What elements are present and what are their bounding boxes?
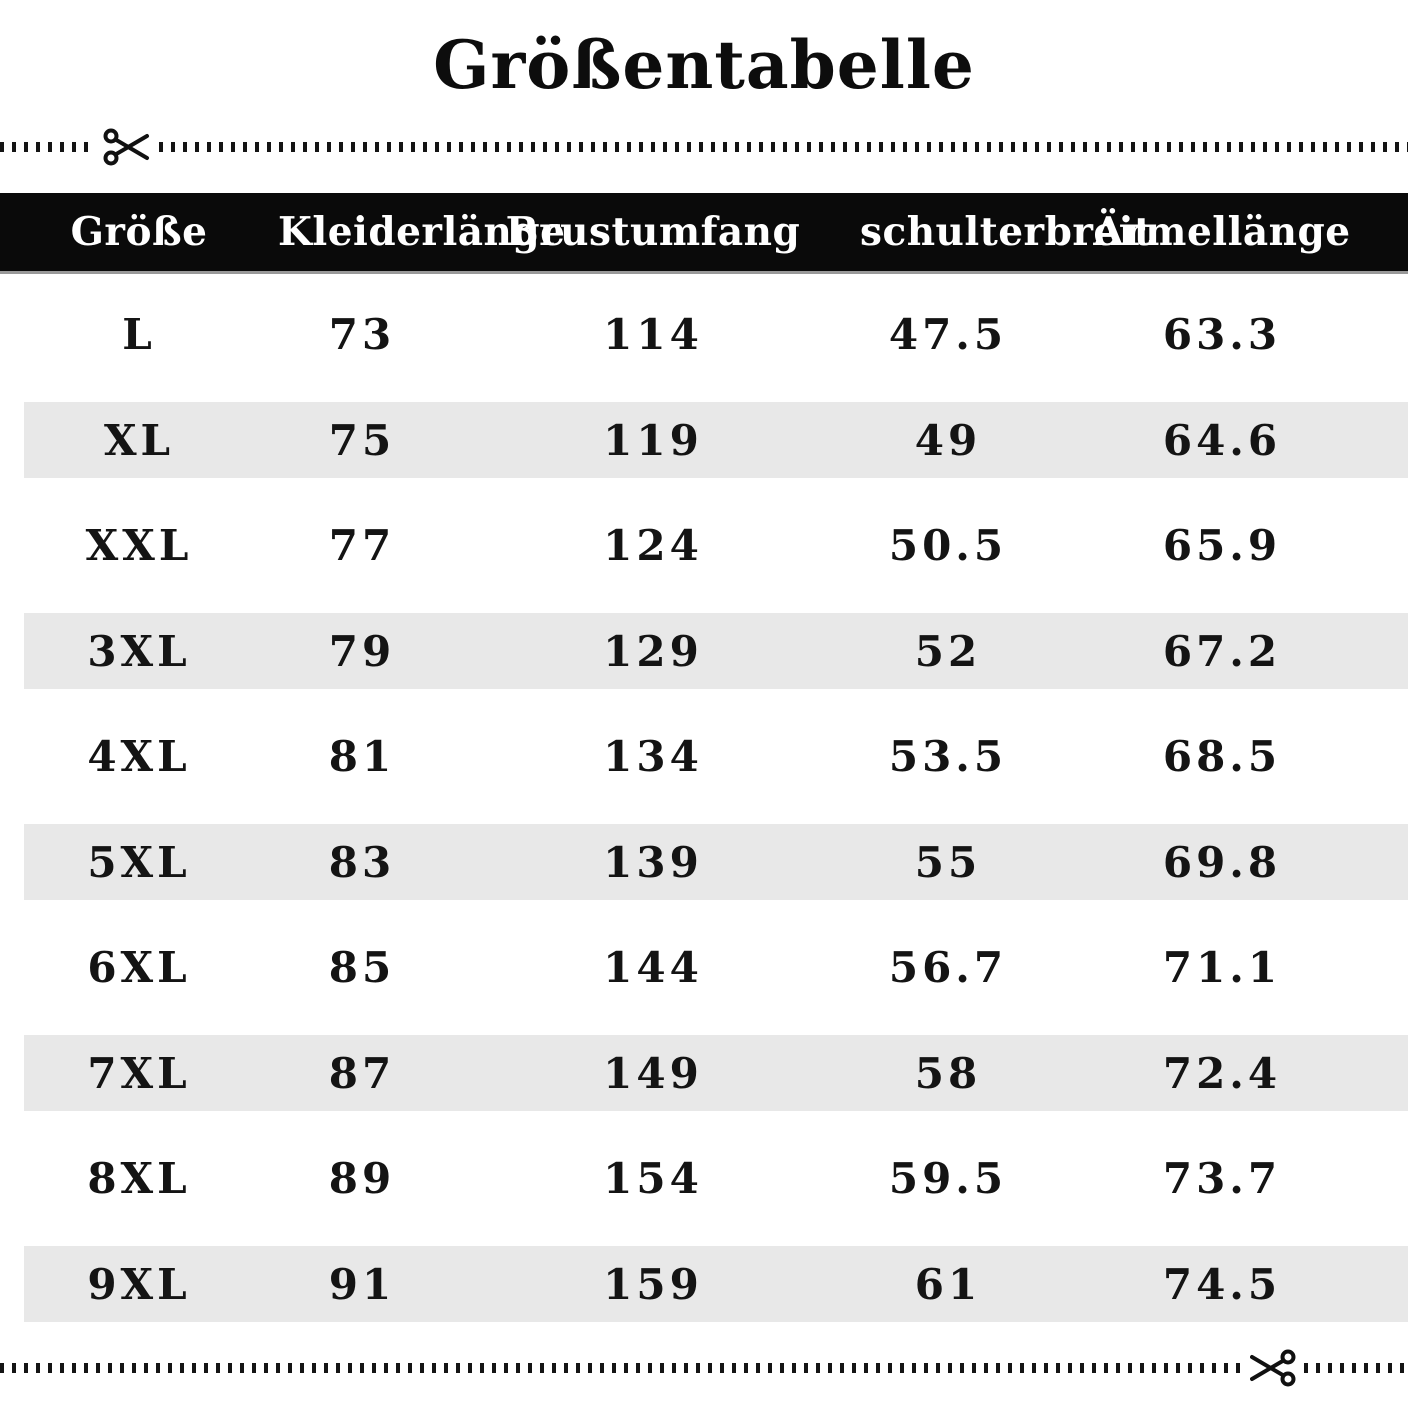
measurement-cell: 119 [603,415,703,465]
measurement-cell: 47.5 [888,310,1008,360]
table-row: 8XL 89 154 59.5 73.7 [0,1126,1408,1232]
size-label-cell: 9XL [87,1259,191,1309]
size-label-cell: 6XL [87,943,191,993]
size-label-cell: XL [103,415,175,465]
measurement-cell: 91 [328,1259,396,1309]
size-label-cell: 7XL [87,1048,191,1098]
measurement-cell: 71.1 [1162,943,1282,993]
measurement-cell: 139 [603,837,703,887]
measurement-cell: 59.5 [888,1154,1008,1204]
size-table-header: Größe Kleiderlänge Brustumfang schulterb… [0,193,1408,274]
measurement-cell: 67.2 [1162,626,1282,676]
measurement-cell: 69.8 [1162,837,1282,887]
scissors-icon [1248,1348,1296,1388]
size-label-cell: 5XL [87,837,191,887]
measurement-cell: 81 [328,732,396,782]
table-row: 7XL 87 149 58 72.4 [0,1020,1408,1126]
measurement-cell: 149 [603,1048,703,1098]
measurement-cell: 53.5 [888,732,1008,782]
measurement-cell: 83 [328,837,396,887]
measurement-cell: 75 [328,415,396,465]
measurement-cell: 159 [603,1259,703,1309]
table-row: 4XL 81 134 53.5 68.5 [0,704,1408,810]
size-label-cell: XXL [85,521,193,571]
page-title: Größentabelle [433,26,975,104]
measurement-cell: 61 [914,1259,982,1309]
cutline-bottom [0,1344,1408,1392]
measurement-cell: 124 [603,521,703,571]
measurement-cell: 144 [603,943,703,993]
measurement-cell: 49 [914,415,982,465]
measurement-cell: 63.3 [1162,310,1282,360]
dotted-line-segment [0,1363,1240,1373]
dotted-line-segment [0,142,95,152]
measurement-cell: 74.5 [1162,1259,1282,1309]
measurement-cell: 58 [914,1048,982,1098]
column-header-aermellaenge: Ärmellänge [1093,209,1351,255]
table-row: XL 75 119 49 64.6 [0,387,1408,493]
measurement-cell: 73 [328,310,396,360]
measurement-cell: 79 [328,626,396,676]
measurement-cell: 134 [603,732,703,782]
measurement-cell: 73.7 [1162,1154,1282,1204]
measurement-cell: 56.7 [888,943,1008,993]
size-label-cell: 4XL [87,732,191,782]
measurement-cell: 55 [914,837,982,887]
measurement-cell: 129 [603,626,703,676]
dotted-line-segment [159,142,1408,152]
measurement-cell: 50.5 [888,521,1008,571]
measurement-cell: 85 [328,943,396,993]
size-label-cell: 3XL [87,626,191,676]
measurement-cell: 154 [603,1154,703,1204]
measurement-cell: 72.4 [1162,1048,1282,1098]
table-row: 5XL 83 139 55 69.8 [0,809,1408,915]
column-header-brustumfang: Brustumfang [505,209,801,255]
measurement-cell: 64.6 [1162,415,1282,465]
measurement-cell: 77 [328,521,396,571]
measurement-cell: 52 [914,626,982,676]
cutline-top [0,123,1408,171]
column-header-groesse: Größe [70,209,208,255]
table-row: 9XL 91 159 61 74.5 [0,1231,1408,1337]
column-header-schulterbreit: schulterbreit [860,209,1153,255]
scissors-icon [103,127,151,167]
measurement-cell: 89 [328,1154,396,1204]
table-row: 3XL 79 129 52 67.2 [0,598,1408,704]
table-row: 6XL 85 144 56.7 71.1 [0,915,1408,1021]
size-label-cell: 8XL [87,1154,191,1204]
size-table-body: L 73 114 47.5 63.3 XL 75 119 49 64.6 XXL 77 124 50.5 6… [0,282,1408,1337]
size-label-cell: L [122,310,156,360]
measurement-cell: 114 [603,310,703,360]
column-header-kleiderlaenge: Kleiderlänge [278,209,566,255]
table-row: L 73 114 47.5 63.3 [0,282,1408,388]
dotted-line-segment [1304,1363,1408,1373]
measurement-cell: 68.5 [1162,732,1282,782]
measurement-cell: 65.9 [1162,521,1282,571]
table-row: XXL 77 124 50.5 65.9 [0,493,1408,599]
measurement-cell: 87 [328,1048,396,1098]
